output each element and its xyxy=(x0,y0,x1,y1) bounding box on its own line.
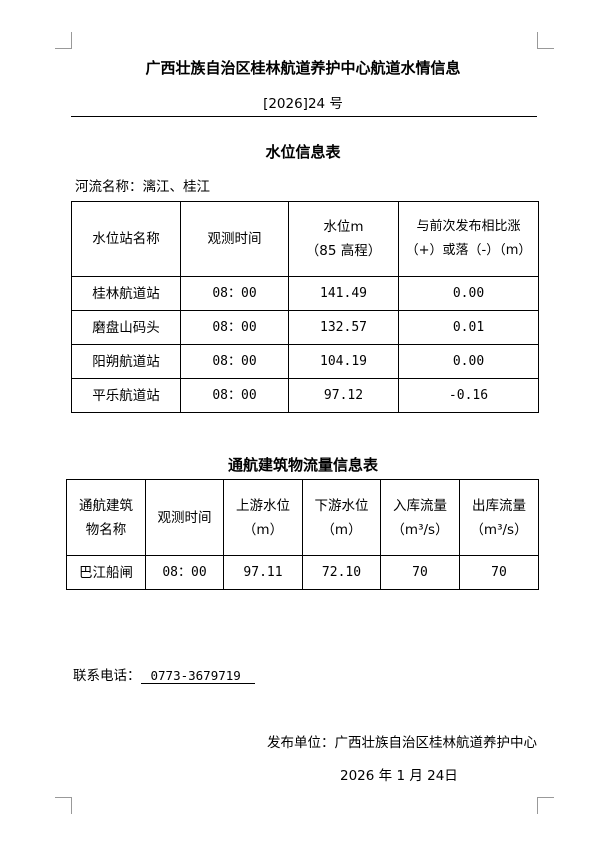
level-change: 0.00 xyxy=(398,276,539,311)
observe-time: 08：00 xyxy=(180,310,289,345)
table-row: 巴江船闸 08：00 97.11 72.10 70 70 xyxy=(66,555,539,590)
publisher: 发布单位：广西壮族自治区桂林航道养护中心 xyxy=(267,735,537,751)
inflow: 70 xyxy=(380,555,460,590)
level-change: 0.00 xyxy=(398,344,539,379)
contact-phone: 0773-3679719 xyxy=(140,668,255,684)
water-table-title: 水位信息表 xyxy=(265,143,341,161)
header-cell: 通航建筑 物名称 xyxy=(66,479,146,556)
observe-time: 08：00 xyxy=(180,276,289,311)
river-name: 河流名称：漓江、桂江 xyxy=(75,179,210,195)
contact-line: 联系电话： 0773-3679719 xyxy=(73,664,255,684)
corner-mark xyxy=(55,797,72,814)
water-level: 104.19 xyxy=(288,344,399,379)
lock-name: 巴江船闸 xyxy=(66,555,146,590)
table-row: 平乐航道站 08：00 97.12 -0.16 xyxy=(71,378,539,413)
station-name: 磨盘山码头 xyxy=(71,310,181,345)
header-cell: 观测时间 xyxy=(180,201,289,277)
table-header-row: 通航建筑 物名称 观测时间 上游水位 （m） 下游水位 （m） 入库流量 （m³… xyxy=(66,479,539,556)
water-level: 132.57 xyxy=(288,310,399,345)
corner-mark xyxy=(537,797,554,814)
observe-time: 08：00 xyxy=(180,378,289,413)
water-level: 141.49 xyxy=(288,276,399,311)
observe-time: 08：00 xyxy=(145,555,224,590)
header-cell: 下游水位 （m） xyxy=(302,479,381,556)
station-name: 阳朔航道站 xyxy=(71,344,181,379)
publish-date: 2026 年 1 月 24日 xyxy=(340,768,458,784)
document-number: [2026]24 号 xyxy=(263,96,343,112)
outflow: 70 xyxy=(459,555,539,590)
corner-mark xyxy=(537,32,554,49)
water-level-table: 水位站名称 观测时间 水位m （85 高程） 与前次发布相比涨 （+）或落（-）… xyxy=(71,201,539,413)
level-change: 0.01 xyxy=(398,310,539,345)
table-row: 阳朔航道站 08：00 104.19 0.00 xyxy=(71,344,539,379)
header-cell: 与前次发布相比涨 （+）或落（-）（m） xyxy=(398,201,539,277)
header-cell: 入库流量 （m³/s） xyxy=(380,479,460,556)
header-cell: 出库流量 （m³/s） xyxy=(459,479,539,556)
header-cell: 水位m （85 高程） xyxy=(288,201,399,277)
table-header-row: 水位站名称 观测时间 水位m （85 高程） 与前次发布相比涨 （+）或落（-）… xyxy=(71,201,539,277)
contact-label: 联系电话： xyxy=(73,668,141,684)
table-row: 桂林航道站 08：00 141.49 0.00 xyxy=(71,276,539,311)
level-change: -0.16 xyxy=(398,378,539,413)
station-name: 平乐航道站 xyxy=(71,378,181,413)
header-rule xyxy=(71,116,537,117)
header-cell: 观测时间 xyxy=(145,479,224,556)
upstream-level: 97.11 xyxy=(223,555,303,590)
header-cell: 水位站名称 xyxy=(71,201,181,277)
nav-table-title: 通航建筑物流量信息表 xyxy=(227,456,378,474)
observe-time: 08：00 xyxy=(180,344,289,379)
header-cell: 上游水位 （m） xyxy=(223,479,303,556)
downstream-level: 72.10 xyxy=(302,555,381,590)
corner-mark xyxy=(55,32,72,49)
navigation-flow-table: 通航建筑 物名称 观测时间 上游水位 （m） 下游水位 （m） 入库流量 （m³… xyxy=(66,479,539,590)
station-name: 桂林航道站 xyxy=(71,276,181,311)
table-row: 磨盘山码头 08：00 132.57 0.01 xyxy=(71,310,539,345)
water-level: 97.12 xyxy=(288,378,399,413)
document-title: 广西壮族自治区桂林航道养护中心航道水情信息 xyxy=(145,59,461,77)
